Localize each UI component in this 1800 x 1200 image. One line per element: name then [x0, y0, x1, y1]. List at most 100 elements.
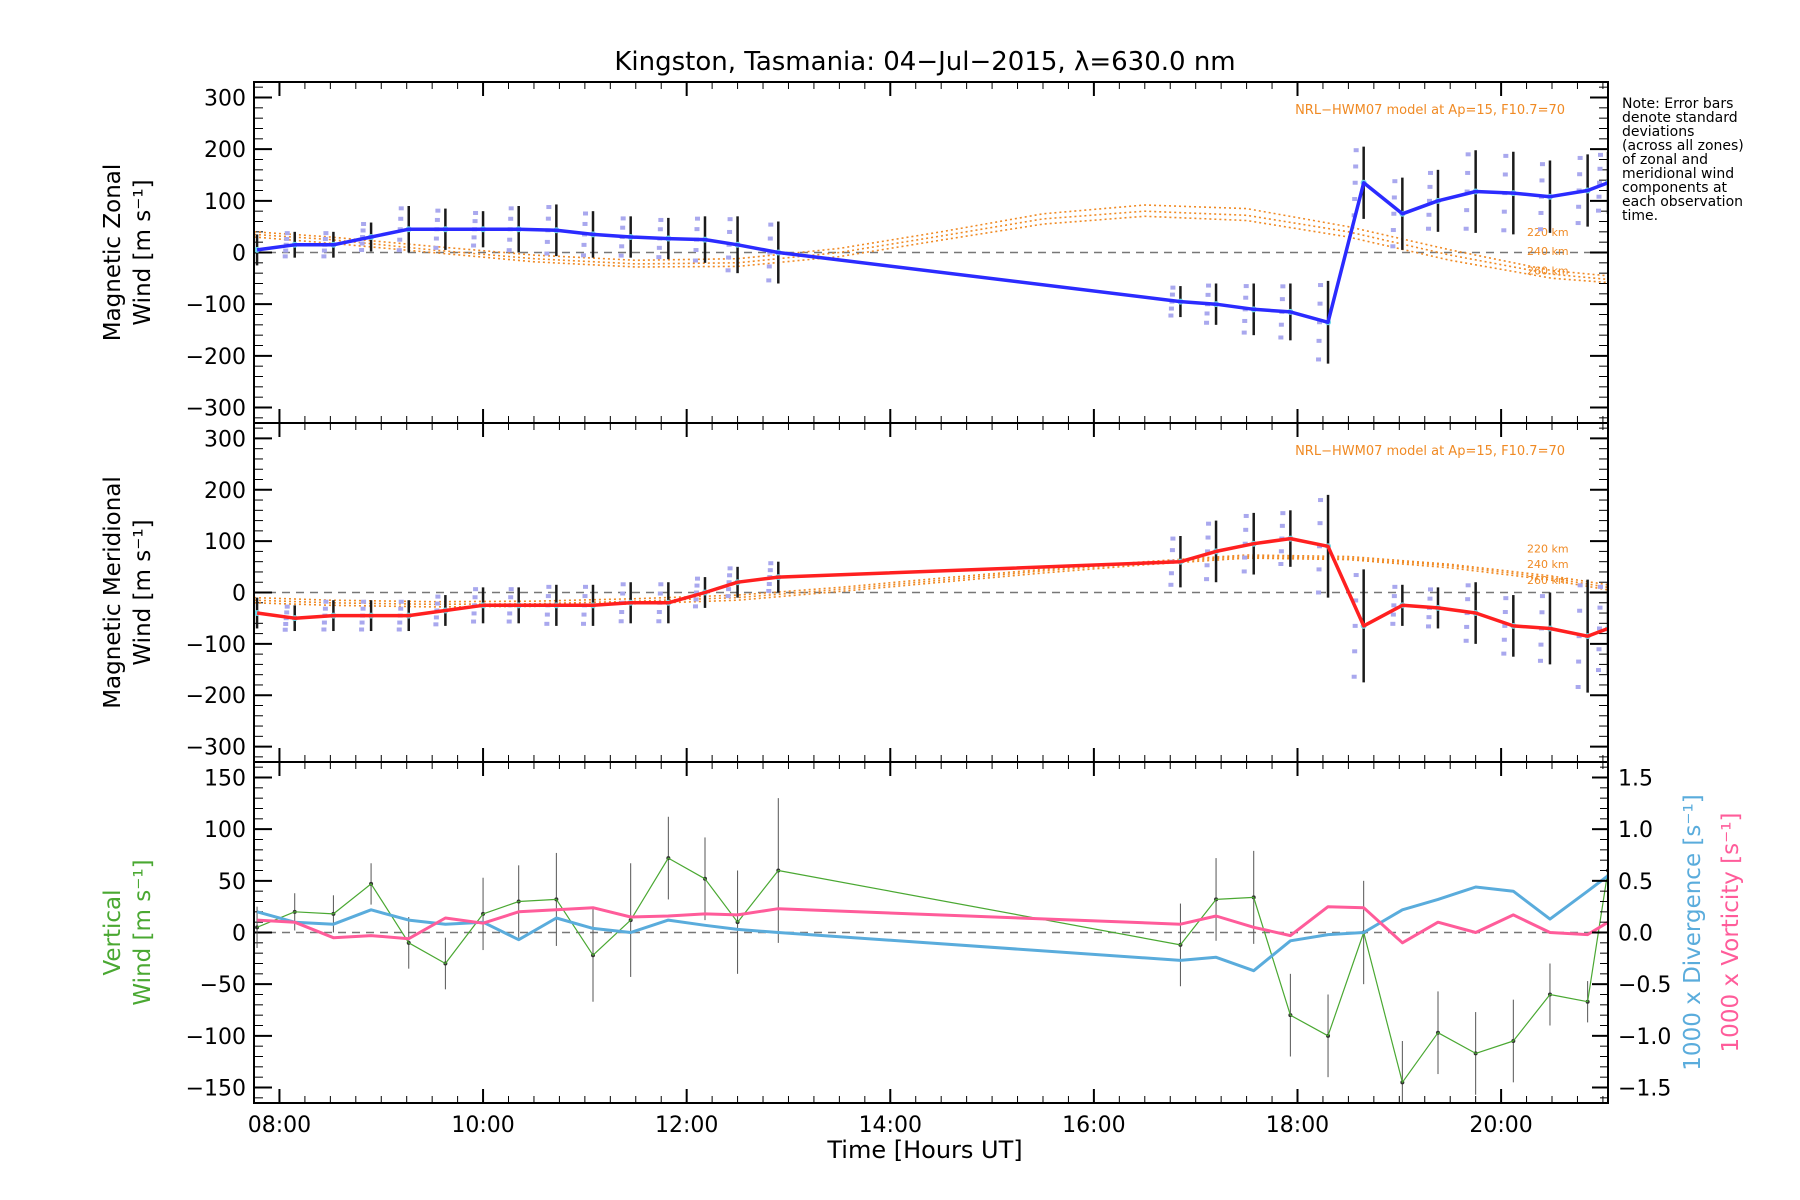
zone-sample [1392, 584, 1398, 589]
note-line: time. [1622, 208, 1658, 224]
zone-sample [581, 621, 587, 626]
zone-sample [321, 627, 327, 632]
zone-sample [693, 248, 699, 253]
x-tick-label: 12:00 [655, 1113, 718, 1138]
zone-sample [546, 205, 552, 210]
x-tick-label: 20:00 [1469, 1113, 1532, 1138]
zone-sample [472, 595, 478, 600]
zone-sample [1204, 563, 1210, 568]
note-line: of zonal and [1622, 152, 1708, 168]
zone-sample [582, 594, 588, 599]
zone-sample [766, 264, 772, 269]
y-tick-label: 100 [204, 818, 246, 843]
zone-sample [1170, 536, 1176, 541]
zone-sample [1502, 623, 1508, 628]
zone-sample [247, 597, 252, 601]
zone-sample [1427, 170, 1433, 175]
zone-sample [693, 597, 699, 602]
zone-sample [1463, 226, 1469, 231]
y-tick-label: 300 [204, 87, 246, 112]
y-tick-label: 150 [204, 767, 246, 792]
zone-sample [282, 627, 288, 632]
zone-sample [1503, 596, 1509, 601]
zone-sample [768, 561, 774, 566]
zone-sample [322, 606, 328, 611]
x-tick-label: 18:00 [1266, 1113, 1329, 1138]
zone-sample [1205, 549, 1211, 554]
zone-sample [1353, 573, 1359, 578]
y-tick-label: 0 [232, 582, 246, 607]
zone-sample [1539, 162, 1545, 167]
zone-sample [1352, 180, 1358, 185]
zone-sample [1539, 610, 1545, 615]
zone-sample [1278, 322, 1284, 327]
zone-sample [1204, 320, 1210, 325]
zone-sample [1206, 283, 1212, 288]
zone-sample [508, 587, 514, 592]
zone-sample [545, 216, 551, 221]
zone-sample [1596, 194, 1602, 199]
zone-sample [506, 248, 512, 253]
zone-sample [1537, 658, 1543, 663]
y-tick-label: 300 [204, 427, 246, 452]
zone-sample [1316, 338, 1322, 343]
zone-sample [1390, 621, 1396, 626]
model-alt-label: 260 km [1527, 574, 1569, 587]
zone-sample [544, 251, 550, 256]
zone-sample [284, 610, 290, 615]
zone-sample [1465, 170, 1471, 175]
y-tick-label: −300 [186, 736, 246, 761]
zone-sample [433, 615, 439, 620]
zone-sample [1243, 527, 1249, 532]
zone-sample [1597, 605, 1603, 610]
zone-sample [1390, 244, 1396, 249]
zone-sample [1316, 357, 1322, 362]
y-tick-label: 0 [232, 242, 246, 267]
model-alt-label: 240 km [1527, 558, 1569, 571]
zone-sample [283, 248, 289, 253]
zone-sample [473, 210, 479, 215]
zone-sample [507, 237, 513, 242]
zone-sample [472, 219, 478, 224]
panel-frame [253, 761, 1609, 1104]
zone-sample [359, 620, 365, 625]
zone-sample [766, 278, 772, 283]
zone-sample [434, 601, 440, 606]
zone-sample [1503, 153, 1509, 158]
zone-sample [359, 627, 365, 632]
zone-sample [1598, 584, 1603, 589]
zone-sample [658, 217, 664, 222]
zone-sample [581, 242, 587, 247]
zone-sample [727, 229, 733, 234]
model-alt-label: 220 km [1527, 542, 1569, 555]
zone-sample [1465, 152, 1471, 157]
y2-tick-label: −1.0 [1618, 1025, 1671, 1050]
zone-sample [435, 594, 441, 599]
zone-sample [247, 604, 252, 608]
y-tick-label: 100 [204, 530, 246, 555]
model-curve [254, 204, 1608, 277]
model-curve [254, 554, 1608, 603]
zone-sample [1169, 548, 1175, 553]
note-line: deviations [1622, 124, 1694, 140]
y-tick-label: −200 [186, 684, 246, 709]
zone-sample [546, 584, 552, 589]
zone-sample [619, 244, 625, 249]
y-tick-label: 200 [204, 479, 246, 504]
zone-sample [581, 253, 587, 258]
zone-sample [359, 241, 365, 246]
model-curve [254, 210, 1608, 281]
zone-sample [507, 611, 513, 616]
zone-sample [1279, 523, 1285, 528]
zone-sample [620, 225, 626, 230]
zone-sample [1278, 549, 1284, 554]
zone-sample [1316, 590, 1322, 595]
zone-sample [1576, 204, 1582, 209]
zone-sample [471, 611, 477, 616]
zone-sample [1391, 211, 1397, 216]
zone-sample [656, 610, 662, 615]
y-axis-label-line1: Vertical [100, 889, 126, 975]
y2-tick-label: −1.5 [1618, 1077, 1671, 1102]
zone-sample [544, 239, 550, 244]
